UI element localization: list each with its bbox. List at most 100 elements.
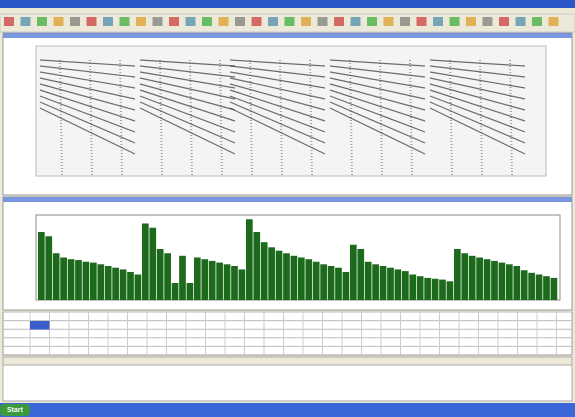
toolbar-button[interactable] <box>202 17 212 26</box>
noise-band <box>479 59 483 176</box>
trace-event <box>229 107 326 155</box>
bar <box>60 257 67 300</box>
bar <box>268 247 275 300</box>
trace-event <box>39 101 136 144</box>
bar <box>201 259 209 300</box>
toolbar-button[interactable] <box>103 17 113 26</box>
trace-event <box>329 89 426 122</box>
trace-event <box>329 77 426 100</box>
toolbar-button[interactable] <box>499 17 509 26</box>
toolbar-button[interactable] <box>317 17 328 26</box>
trace-event <box>329 101 426 144</box>
trace-event <box>229 65 326 78</box>
toolbar-button[interactable] <box>268 17 278 26</box>
start-label: Start <box>7 407 24 414</box>
bar <box>312 261 320 300</box>
toolbar <box>0 13 575 33</box>
bar <box>543 276 550 300</box>
noise-band <box>349 59 353 176</box>
toolbar-button[interactable] <box>301 17 311 26</box>
toolbar-button[interactable] <box>334 17 344 26</box>
noise-band <box>309 59 313 176</box>
toolbar-button[interactable] <box>185 17 196 26</box>
trace-event <box>39 107 136 155</box>
toolbar-button[interactable] <box>152 17 163 26</box>
bar <box>97 264 105 300</box>
toolbar-button[interactable] <box>136 17 146 26</box>
bar <box>424 277 431 300</box>
bar <box>372 264 379 300</box>
toolbar-button[interactable] <box>37 17 47 26</box>
bar <box>171 283 179 300</box>
noise-band <box>119 59 123 176</box>
toolbar-button[interactable] <box>53 17 64 26</box>
data-table <box>2 311 573 356</box>
bar <box>112 267 119 300</box>
trace-event <box>429 65 526 78</box>
trace-event <box>139 77 236 100</box>
bar <box>305 259 313 300</box>
bar <box>335 267 342 300</box>
trace-event <box>139 89 236 122</box>
toolbar-button[interactable] <box>449 17 460 26</box>
bar <box>387 267 394 300</box>
bar <box>238 269 246 300</box>
start-button[interactable] <box>0 404 30 416</box>
toolbar-button[interactable] <box>251 17 262 26</box>
toolbar-button[interactable] <box>350 17 361 26</box>
toolbar-button[interactable] <box>548 17 559 26</box>
toolbar-button[interactable] <box>235 17 245 26</box>
bar <box>156 249 164 300</box>
bar <box>327 266 335 300</box>
noise-band <box>279 59 283 176</box>
bar <box>416 276 424 300</box>
bar <box>342 271 350 300</box>
trace-event <box>139 101 236 144</box>
toolbar-button[interactable] <box>86 17 97 26</box>
trace-event <box>429 89 526 122</box>
bar <box>476 257 483 300</box>
toolbar-button[interactable] <box>433 17 443 26</box>
noise-band <box>379 59 383 176</box>
bar <box>364 261 372 300</box>
bar <box>350 244 357 300</box>
bar <box>134 274 142 300</box>
toolbar-button[interactable] <box>400 17 410 26</box>
bar <box>67 259 75 300</box>
bar <box>253 232 261 300</box>
chart-window-title <box>3 197 572 202</box>
toolbar-button[interactable] <box>482 17 493 26</box>
toolbar-button[interactable] <box>218 17 229 26</box>
toolbar-button[interactable] <box>119 17 130 26</box>
table-bg <box>2 311 573 356</box>
bar <box>216 262 223 300</box>
toolbar-button[interactable] <box>20 17 31 26</box>
bar <box>127 271 134 300</box>
toolbar-button[interactable] <box>4 17 14 26</box>
seismic-window-title <box>3 33 572 38</box>
bar <box>506 264 513 300</box>
trace-event <box>429 71 526 89</box>
trace-event <box>229 71 326 89</box>
toolbar-button[interactable] <box>367 17 377 26</box>
bar <box>320 264 327 300</box>
trace-event <box>39 65 136 78</box>
seismic-traces <box>39 59 526 176</box>
toolbar-button[interactable] <box>515 17 526 26</box>
bar <box>461 253 469 300</box>
toolbar-button[interactable] <box>383 17 394 26</box>
toolbar-button[interactable] <box>284 17 295 26</box>
toolbar-button[interactable] <box>532 17 542 26</box>
toolbar-button[interactable] <box>169 17 179 26</box>
noise-band <box>409 59 413 176</box>
trace-event <box>139 107 236 155</box>
toolbar-button[interactable] <box>466 17 476 26</box>
trace-event <box>329 107 426 155</box>
bar <box>186 283 194 300</box>
toolbar-button[interactable] <box>70 17 80 26</box>
bar <box>283 253 290 300</box>
trace-event <box>329 71 426 89</box>
bar <box>520 270 528 300</box>
trace-event <box>39 71 136 89</box>
toolbar-button[interactable] <box>416 17 427 26</box>
